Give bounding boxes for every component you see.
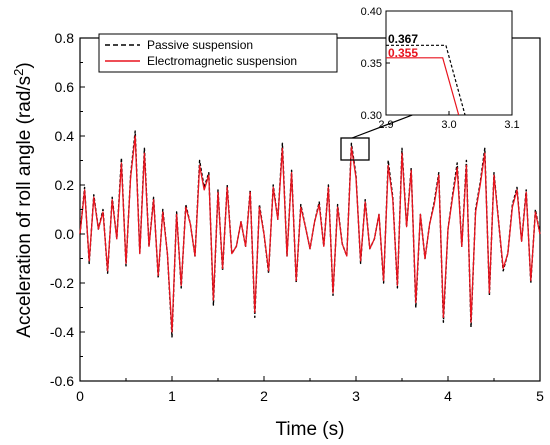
y-tick-label: -0.4 (50, 324, 74, 340)
y-tick-label: 0.8 (55, 30, 75, 46)
legend-label-electromagnetic: Electromagnetic suspension (147, 54, 297, 68)
inset-y-tick-label: 0.35 (361, 58, 382, 70)
inset-ticks-layer: 2.9 3.0 3.1 0.30 0.35 0.40 (361, 6, 520, 131)
y-axis-label: Acceleration of roll angle (rad/s2) (11, 62, 35, 337)
inset-x-tick-label: 2.9 (378, 119, 393, 131)
zoom-window (340, 137, 370, 161)
x-tick-label: 3 (352, 388, 360, 404)
legend-label-passive: Passive suspension (147, 38, 253, 52)
inset-line-passive (386, 44, 466, 115)
legend: Passive suspension Electromagnetic suspe… (98, 33, 338, 73)
y-tick-label: -0.6 (50, 373, 74, 389)
inset: 2.9 3.0 3.1 0.30 0.35 0.40 0.367 0.355 (361, 6, 520, 131)
y-tick-label: 0.0 (55, 226, 75, 242)
inset-annotation-passive: 0.367 (388, 32, 418, 46)
series-layer (79, 130, 541, 338)
x-tick-label: 4 (444, 388, 452, 404)
y-tick-label: -0.2 (50, 275, 74, 291)
inset-frame (385, 10, 513, 116)
y-tick-label: 0.4 (55, 128, 75, 144)
inset-y-tick-label: 0.30 (361, 110, 382, 122)
y-tick-label: 0.2 (55, 177, 75, 193)
x-tick-label: 2 (260, 388, 268, 404)
inset-x-tick-label: 3.1 (504, 119, 519, 131)
inset-y-tick-label: 0.40 (361, 6, 382, 18)
x-tick-label: 0 (76, 388, 84, 404)
x-tick-label: 1 (168, 388, 176, 404)
inset-annotation-electromagnetic: 0.355 (388, 46, 418, 60)
legend-box (98, 33, 338, 73)
series-line-electromagnetic (79, 135, 541, 333)
y-tick-label: 0.6 (55, 79, 75, 95)
inset-line-electromagnetic (386, 57, 460, 115)
inset-series-layer (386, 44, 466, 115)
x-tick-label: 5 (536, 388, 544, 404)
x-axis-label: Time (s) (276, 419, 345, 440)
inset-x-tick-label: 3.0 (441, 119, 456, 131)
ticks-layer: 0 1 2 3 4 5 -0.6 -0.4 -0.2 0.0 0.2 0.4 0.6 0.8 (50, 30, 544, 404)
